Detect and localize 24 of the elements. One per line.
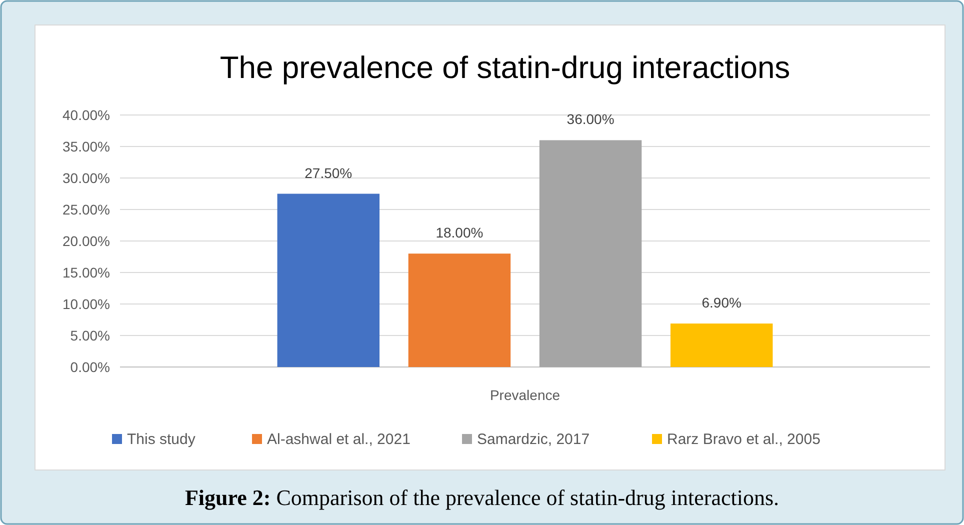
bar: [670, 324, 773, 367]
x-tick-label: Prevalence: [490, 387, 560, 403]
caption: Figure 2: Comparison of the prevalence of statin-drug interactions.: [184, 485, 780, 510]
legend-label: This study: [127, 431, 196, 448]
legend-label: Al-ashwal et al., 2021: [267, 431, 410, 448]
data-label: 27.50%: [304, 164, 352, 181]
legend-label: Rarz Bravo et al., 2005: [667, 431, 820, 448]
y-tick-label: 10.00%: [62, 296, 110, 312]
y-tick-label: 5.00%: [70, 328, 110, 344]
chart-title: The prevalence of statin-drug interactions: [220, 50, 790, 85]
y-tick-label: 0.00%: [70, 359, 110, 375]
bar: [408, 254, 511, 367]
legend-label: Samardzic, 2017: [477, 431, 590, 448]
y-tick-label: 25.00%: [62, 202, 110, 218]
data-label: 18.00%: [436, 224, 484, 241]
y-tick-label: 30.00%: [62, 170, 110, 186]
bar: [539, 140, 642, 367]
data-label: 36.00%: [566, 111, 614, 128]
data-label: 6.90%: [702, 294, 742, 311]
y-tick-label: 20.00%: [62, 233, 110, 249]
y-tick-label: 15.00%: [62, 264, 110, 280]
y-tick-label: 35.00%: [62, 138, 110, 154]
y-tick-label: 40.00%: [62, 107, 110, 123]
bar: [277, 194, 380, 367]
